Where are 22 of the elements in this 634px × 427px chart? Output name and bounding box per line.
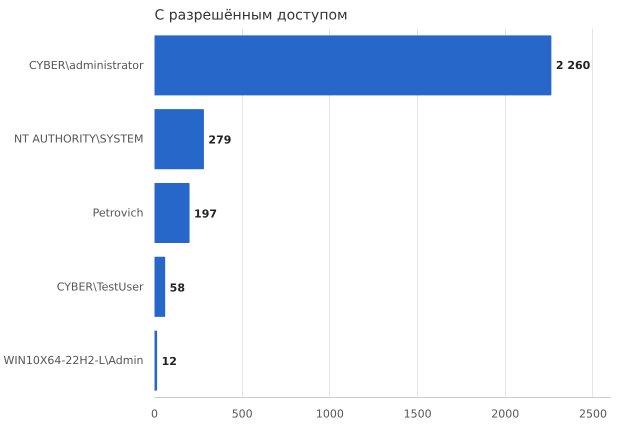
x-tick-label: 2000 xyxy=(491,408,520,420)
bar xyxy=(154,109,204,170)
y-tick-label: CYBER\administrator xyxy=(29,58,144,72)
data-label: 279 xyxy=(208,134,232,147)
x-tick-label: 1000 xyxy=(316,408,344,420)
y-tick-label: NT AUTHORITY\SYSTEM xyxy=(14,132,144,146)
x-tick-label: 2500 xyxy=(578,408,607,420)
y-tick-label: WIN10X64-22H2-L\Admin xyxy=(4,354,144,368)
y-tick-label: CYBER\TestUser xyxy=(56,280,144,294)
bar xyxy=(154,330,158,391)
x-tick-label: 1500 xyxy=(404,408,432,420)
data-label: 197 xyxy=(194,208,218,220)
chart-title: С разрешённым доступом xyxy=(154,8,348,24)
bar xyxy=(154,35,552,96)
data-label: 12 xyxy=(162,355,177,368)
x-tick-label: 500 xyxy=(232,408,253,420)
x-tick-label: 0 xyxy=(151,408,158,420)
data-label: 58 xyxy=(170,281,185,294)
bar xyxy=(154,182,190,244)
y-tick-label: Petrovich xyxy=(92,206,144,220)
bar xyxy=(154,256,166,317)
data-label: 2 260 xyxy=(556,58,591,72)
